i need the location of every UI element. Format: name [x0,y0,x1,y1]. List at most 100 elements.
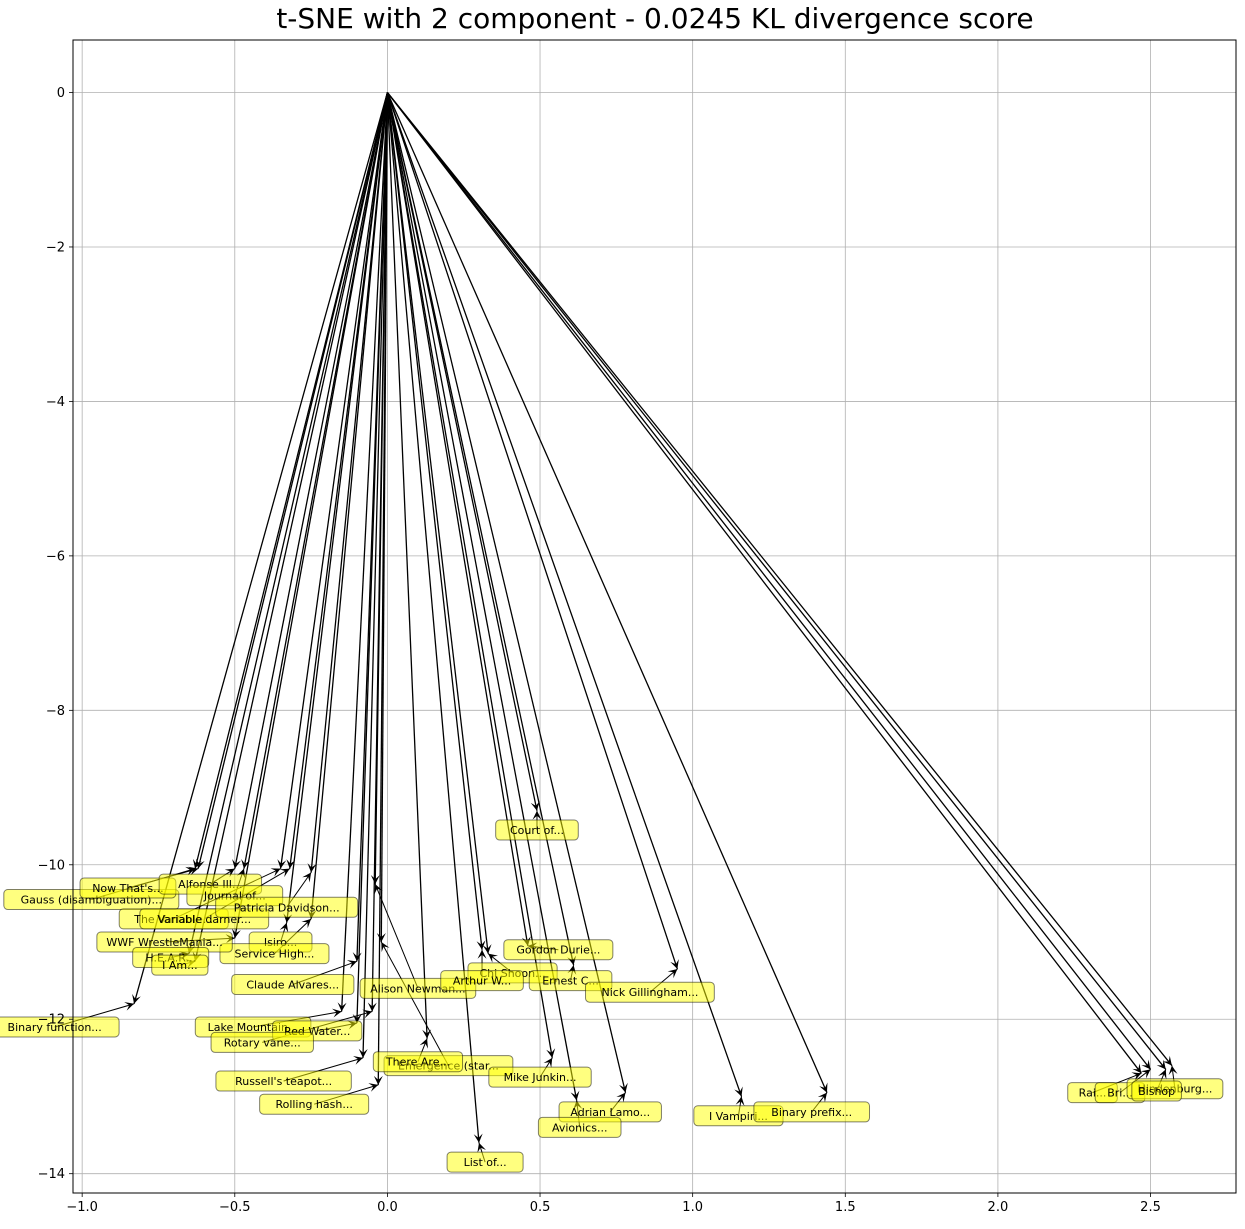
point-annotation: Court of... [495,819,579,841]
arrow-head [232,858,241,869]
annotation-box [495,819,579,841]
arrow-layer [54,92,1178,1163]
arrow-head [277,859,287,869]
annotation-label: Nick Gillingham... [602,986,699,999]
x-tick-label: 1.5 [835,1200,856,1215]
arrow-head [279,868,290,878]
arrow-head [570,1090,580,1101]
annotation-label: Rotary vane... [224,1036,301,1049]
arrow-head [619,1082,628,1093]
arrow-head [188,866,199,876]
point-annotation: I Am... [151,954,209,976]
point-annotation: Rolling hash... [259,1093,370,1115]
annotation-box [259,1093,370,1115]
arrow-head [279,922,289,933]
arrow-head [370,875,380,885]
annotation-label: I Am... [162,959,197,972]
grid-layer [73,40,1236,1193]
embedding-arrow [386,92,743,1097]
embedding-arrow [386,92,1152,1070]
arrow-head [1162,1055,1172,1066]
arrow-head [331,1008,342,1018]
annotation-box [446,1151,524,1173]
embedding-arrow [386,92,529,946]
embedding-arrow [286,92,389,923]
arrow-head [567,955,577,966]
arrow-head [1131,1072,1142,1081]
x-tick-label: 2.0 [988,1200,1009,1215]
annotation-label: Binary prefix... [771,1106,852,1119]
point-annotation: There Are... [372,1051,464,1073]
annotation-label: WWF WrestleMania... [106,936,222,949]
arrow-head [1168,1065,1178,1076]
annotation-box [0,1016,120,1038]
point-annotation: Patricia Davidson... [215,896,359,918]
point-annotation: Mike Junkin... [488,1066,592,1088]
arrow-head [302,872,312,883]
annotation-box [372,1051,464,1073]
annotation-label: Patricia Davidson... [234,901,340,914]
arrow-head [546,1048,556,1058]
arrow-head [482,944,492,954]
annotation-label: Binary function... [8,1021,102,1034]
annotation-label: Avionics... [552,1121,607,1134]
embedding-arrow [197,92,389,869]
arrow-head [224,868,235,878]
point-annotation: Gordon Durie... [503,939,614,961]
point-annotation: Arthur W... [440,970,524,992]
arrow-head [477,949,487,959]
arrow-head [195,858,205,869]
arrow-head [368,1083,379,1092]
embedding-arrow [386,92,483,950]
arrow-head [477,1142,486,1153]
arrow-head [567,965,577,975]
embedding-arrow [386,92,627,1093]
label-arrow [380,941,449,1066]
y-tick-label: −14 [38,1167,65,1182]
annotation-box [585,981,715,1003]
annotation-label: Claude Alvares... [246,978,339,991]
arrow-head [362,1009,373,1019]
annotation-box [440,970,524,992]
arrow-head [734,1086,743,1097]
embedding-arrow [133,92,389,1004]
plot-frame [72,39,1237,1194]
annotation-box [503,939,614,961]
arrow-head [132,993,141,1004]
point-annotation: Binary prefix... [753,1101,871,1123]
annotation-label: Now That's... [92,882,163,895]
x-tick-label: 0.5 [530,1200,551,1215]
y-tick-label: 0 [57,86,65,101]
label-arrow [374,883,419,989]
point-annotation: Now That's... [79,877,177,899]
annotation-label: Court of... [510,824,564,837]
embedding-arrow [386,92,428,1039]
arrow-head [670,959,679,970]
point-annotation: Rotary vane... [210,1031,314,1053]
arrow-head [419,1038,428,1049]
arrow-head [530,800,540,811]
embedding-arrow [386,92,553,1058]
arrow-head [422,1029,432,1039]
arrow-head [532,810,542,820]
embedding-arrow [386,92,679,970]
annotation-box [488,1066,592,1088]
arrow-head [286,859,296,869]
arrow-head [667,969,678,979]
arrow-head [1132,1063,1142,1074]
x-tick-label: −1.0 [66,1200,98,1215]
arrow-head [1158,1069,1167,1080]
embedding-arrow [234,92,389,869]
x-tick-label: −0.5 [219,1200,251,1215]
embedding-arrow [362,92,389,1058]
annotation-box [1131,1080,1182,1102]
annotation-label: Rolling hash... [275,1098,352,1111]
annotation-layer: Court of...Gauss (disambiguation)...Now … [0,819,1224,1173]
annotation-box [151,954,209,976]
annotation-label: Russell's teapot... [235,1075,332,1088]
annotation-label: Service High... [235,948,315,961]
arrow-head [473,1133,483,1143]
y-tick-label: −6 [46,549,65,564]
arrow-head [1140,1069,1151,1079]
embedding-arrow [279,92,389,869]
